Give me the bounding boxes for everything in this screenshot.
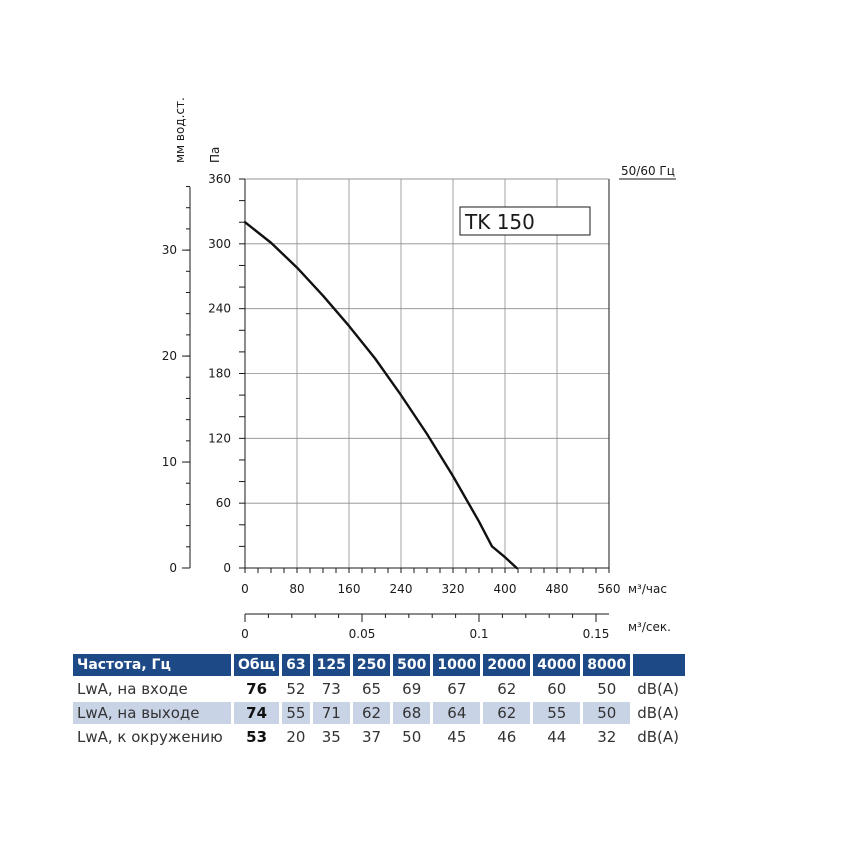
row-total: 76 [246, 680, 268, 698]
row-total: 74 [234, 702, 280, 724]
cell-value: 65 [361, 680, 382, 698]
x-tick-label: 560 [598, 582, 621, 596]
x2-tick-label: 0 [241, 627, 249, 641]
x-unit-sec: м³/сек. [628, 620, 671, 634]
cell-value: 62 [483, 702, 531, 724]
sound-power-table: Частота, Гц Общ 63 125 250 500 1000 2000… [70, 652, 688, 750]
cell-value: 67 [447, 680, 467, 698]
row-label: LwA, на входе [77, 680, 188, 698]
y2-tick-label: 20 [162, 349, 177, 363]
row-total: 53 [246, 728, 268, 746]
cell-value: 68 [393, 702, 431, 724]
header-8000: 8000 [583, 654, 631, 676]
x2-tick-label: 0.05 [349, 627, 376, 641]
table-row: LwA, на входе 76 52 73 65 69 67 62 60 50… [73, 678, 685, 700]
header-63: 63 [282, 654, 310, 676]
y-tick-label: 360 [208, 172, 231, 186]
frequency-label: 50/60 Гц [621, 164, 675, 178]
cell-value: 60 [547, 680, 567, 698]
x-tick-label: 0 [241, 582, 249, 596]
cell-value: 50 [583, 702, 631, 724]
row-label: LwA, к окружению [77, 728, 223, 746]
header-frequency: Частота, Гц [73, 654, 231, 676]
cell-value: 50 [402, 728, 422, 746]
cell-value: 55 [533, 702, 581, 724]
header-4000: 4000 [533, 654, 581, 676]
y2-tick-label: 10 [162, 455, 177, 469]
chart-labels: 0 80 160 240 320 400 480 5600601201802403003600… [162, 172, 621, 641]
row-label: LwA, на выходе [73, 702, 231, 724]
header-unit [633, 654, 686, 676]
header-total: Общ [234, 654, 280, 676]
y-tick-label: 300 [208, 237, 231, 251]
cell-value: 64 [433, 702, 481, 724]
chart-grid [245, 178, 610, 568]
x-tick-label: 480 [546, 582, 569, 596]
cell-value: 55 [282, 702, 310, 724]
table-header-row: Частота, Гц Общ 63 125 250 500 1000 2000… [73, 654, 686, 676]
cell-value: 20 [286, 728, 306, 746]
cell-value: 37 [361, 728, 382, 746]
x-tick-label: 80 [289, 582, 304, 596]
cell-value: 52 [286, 680, 306, 698]
table-row: LwA, на выходе 74 55 71 62 68 64 62 55 5… [73, 702, 685, 724]
header-500: 500 [393, 654, 431, 676]
cell-value: 50 [597, 680, 617, 698]
y-tick-label: 0 [223, 561, 231, 575]
cell-value: 69 [402, 680, 422, 698]
cell-value: 35 [321, 728, 341, 746]
x-tick-label: 320 [442, 582, 465, 596]
x-tick-label: 160 [338, 582, 361, 596]
cell-value: 44 [547, 728, 567, 746]
header-125: 125 [312, 654, 350, 676]
model-label: TK 150 [464, 210, 535, 234]
y-unit-pa: Па [208, 147, 222, 163]
cell-value: 62 [352, 702, 391, 724]
x2-tick-label: 0.15 [583, 627, 610, 641]
cell-value: 46 [497, 728, 517, 746]
y-tick-label: 180 [208, 367, 231, 381]
x-unit-hour: м³/час [628, 582, 667, 596]
cell-value: 45 [447, 728, 467, 746]
cell-value: 73 [321, 680, 341, 698]
performance-curve-line [243, 221, 518, 570]
table-row: LwA, к окружению 53 20 35 37 50 45 46 44… [73, 726, 685, 748]
y2-tick-label: 0 [169, 561, 177, 575]
chart-axes [182, 178, 610, 622]
row-unit: dB(A) [637, 728, 679, 746]
header-1000: 1000 [433, 654, 481, 676]
chart-series [243, 221, 518, 570]
y-unit-mm: мм вод.ст. [173, 97, 187, 163]
x2-tick-label: 0.1 [469, 627, 488, 641]
row-unit: dB(A) [637, 704, 679, 722]
y-tick-label: 240 [208, 302, 231, 316]
cell-value: 32 [597, 728, 617, 746]
x-tick-label: 240 [390, 582, 413, 596]
model-box [459, 206, 591, 236]
header-250: 250 [352, 654, 391, 676]
y-tick-label: 60 [216, 496, 231, 510]
performance-chart: 0 80 160 240 320 400 480 5600601201802403003600… [162, 97, 676, 641]
y2-tick-label: 30 [162, 243, 177, 257]
cell-value: 62 [497, 680, 517, 698]
cell-value: 71 [312, 702, 350, 724]
y-tick-label: 120 [208, 431, 231, 445]
header-2000: 2000 [483, 654, 531, 676]
row-unit: dB(A) [637, 680, 679, 698]
x-tick-label: 400 [494, 582, 517, 596]
